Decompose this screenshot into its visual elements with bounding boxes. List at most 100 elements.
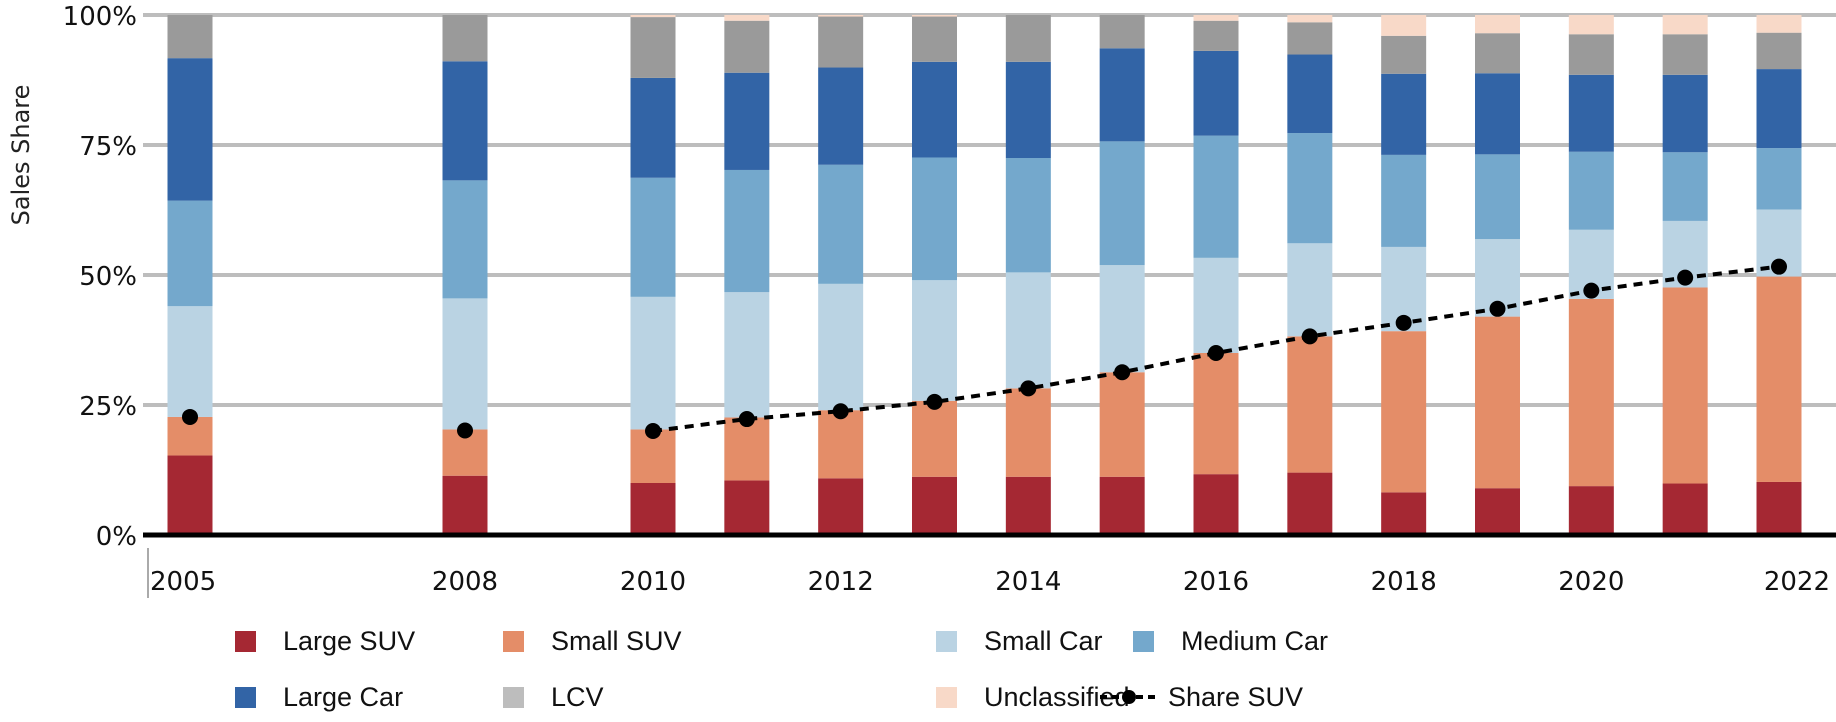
bar-segment-medium-car	[1756, 148, 1802, 210]
bar-segment-lcv	[1193, 20, 1239, 51]
bar-segment-lcv	[442, 15, 488, 62]
bar-segment-large-car	[1005, 61, 1051, 158]
bar-stack-2017	[1287, 15, 1333, 535]
bar-segment-lcv	[912, 16, 957, 62]
x-tick-label: 2014	[995, 567, 1061, 597]
share-suv-marker-2014	[1020, 380, 1037, 397]
bar-segment-large-car	[1568, 74, 1614, 152]
bar-stack-2014	[1005, 15, 1051, 535]
bar-segment-unclassified	[1475, 15, 1520, 34]
y-tick-label: 25%	[79, 392, 137, 422]
bar-segment-large-suv	[1662, 483, 1708, 535]
bar-segment-unclassified	[1756, 15, 1802, 33]
x-axis	[143, 532, 1836, 598]
bar-segment-lcv	[1287, 22, 1333, 55]
x-tick-label: 2008	[432, 567, 498, 597]
bar-segment-unclassified	[912, 15, 957, 17]
bar-segment-small-car	[442, 298, 488, 430]
share-suv-line	[182, 258, 1787, 439]
bar-segment-small-car	[724, 292, 770, 418]
share-suv-marker-2011	[738, 411, 755, 428]
bar-segment-lcv	[167, 15, 213, 59]
bar-segment-small-suv	[724, 417, 770, 481]
share-suv-marker-2018	[1395, 314, 1412, 331]
share-suv-marker-2021	[1677, 269, 1694, 286]
bar-segment-medium-car	[442, 180, 488, 299]
bar-segment-medium-car	[1475, 154, 1520, 240]
bar-segment-large-car	[1381, 73, 1427, 155]
bar-segment-medium-car	[912, 157, 957, 281]
bar-stack-2005	[167, 15, 213, 535]
bar-segment-large-car	[442, 61, 488, 181]
bar-stack-2019	[1475, 15, 1520, 535]
bar-segment-medium-car	[818, 164, 864, 284]
share-suv-marker-2016	[1208, 345, 1224, 361]
x-tick-label: 2020	[1558, 567, 1624, 597]
y-tick-label: 100%	[63, 2, 137, 32]
bar-segment-large-car	[1662, 74, 1708, 153]
bar-segment-lcv	[1568, 34, 1614, 75]
bar-segment-unclassified	[724, 15, 770, 21]
bar-segment-unclassified	[1287, 15, 1333, 23]
bar-segment-small-car	[1287, 243, 1333, 337]
bars	[167, 15, 1802, 535]
bar-segment-large-car	[1475, 73, 1520, 155]
bar-segment-small-car	[1193, 257, 1239, 353]
bar-segment-large-suv	[630, 483, 676, 535]
bar-stack-2018	[1381, 15, 1427, 535]
share-suv-marker-2012	[832, 403, 849, 420]
bar-segment-small-car	[1005, 272, 1051, 389]
bar-segment-lcv	[1756, 32, 1802, 70]
bar-segment-unclassified	[1568, 15, 1614, 35]
share-suv-marker-2019	[1489, 300, 1506, 317]
bar-segment-unclassified	[818, 15, 864, 17]
share-suv-marker-2015	[1114, 364, 1131, 381]
bar-segment-small-suv	[1381, 331, 1427, 493]
bar-segment-medium-car	[1381, 154, 1427, 247]
bar-segment-large-car	[818, 67, 864, 165]
y-tick-label: 75%	[79, 132, 137, 162]
bar-segment-small-suv	[1005, 388, 1051, 477]
bar-segment-large-suv	[912, 476, 957, 535]
bar-segment-lcv	[1475, 33, 1520, 74]
bar-segment-small-car	[630, 296, 676, 430]
bar-segment-medium-car	[724, 169, 770, 293]
bar-stack-2020	[1568, 15, 1614, 535]
bar-segment-small-suv	[1662, 287, 1708, 484]
share-suv-marker-2013	[926, 393, 943, 410]
x-tick-label: 2012	[808, 567, 874, 597]
bar-segment-small-car	[912, 280, 957, 401]
bar-segment-large-car	[1756, 69, 1802, 149]
share-suv-marker-2005	[182, 408, 198, 425]
bar-segment-small-car	[818, 283, 864, 411]
bar-segment-unclassified	[1193, 15, 1239, 21]
bar-segment-lcv	[1005, 15, 1051, 62]
bar-segment-large-car	[1193, 50, 1239, 136]
bar-stack-2016	[1193, 15, 1239, 535]
bar-segment-lcv	[818, 16, 864, 68]
bar-segment-large-suv	[1193, 474, 1239, 535]
bar-segment-large-car	[630, 77, 676, 178]
bar-segment-lcv	[630, 17, 676, 78]
bar-segment-unclassified	[1662, 15, 1708, 35]
gridlines	[143, 13, 1836, 407]
bar-segment-small-suv	[1193, 353, 1239, 475]
x-tick-label: 2018	[1371, 567, 1437, 597]
bar-segment-lcv	[1099, 15, 1145, 49]
y-tick-label: 0%	[96, 522, 137, 552]
bar-stack-2015	[1099, 15, 1145, 535]
bar-segment-large-suv	[1099, 476, 1145, 535]
bar-segment-large-car	[1287, 54, 1333, 134]
x-tick-label: 2016	[1183, 567, 1249, 597]
bar-segment-lcv	[724, 20, 770, 73]
share-suv-marker-2008	[457, 422, 473, 439]
share-suv-marker-2020	[1583, 282, 1600, 299]
share-suv-marker-2010	[645, 423, 661, 439]
y-axis-title: Sales Share	[7, 85, 35, 226]
y-tick-labels: 0% 25% 50% 75% 100%	[63, 2, 137, 552]
bar-segment-medium-car	[630, 177, 676, 297]
bar-segment-large-suv	[1475, 488, 1520, 535]
bar-segment-small-suv	[1756, 276, 1802, 482]
x-tick-labels: 2005 2008 2010 2012 2014 2016 2018 2020 2022	[150, 567, 1830, 597]
bar-segment-large-car	[1099, 48, 1145, 142]
